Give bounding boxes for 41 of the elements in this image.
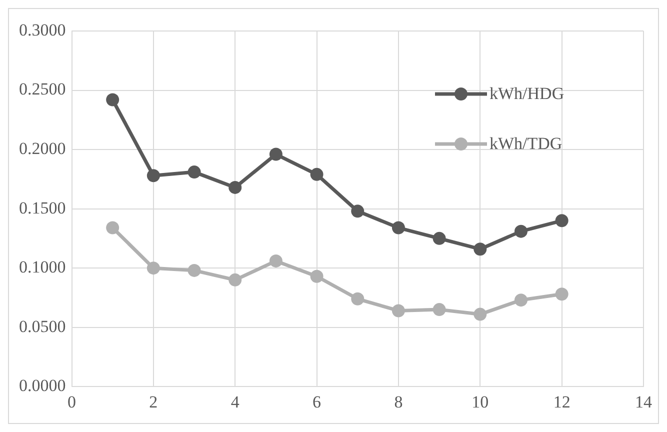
point — [188, 264, 201, 277]
point — [474, 308, 487, 321]
point — [310, 270, 324, 283]
point — [555, 214, 568, 228]
point — [555, 288, 568, 301]
x-tick-label: 2 — [149, 392, 158, 412]
point — [514, 224, 528, 238]
point — [269, 148, 282, 161]
point — [432, 232, 446, 245]
x-tick-label: 0 — [68, 392, 76, 412]
y-tick-label: 0.0500 — [19, 316, 66, 336]
point — [146, 262, 160, 275]
legend-label: kWh/HDG — [490, 84, 564, 104]
point — [106, 93, 120, 106]
point — [106, 221, 120, 234]
y-tick-label: 0.1500 — [19, 198, 66, 218]
legend-label: kWh/TDG — [490, 134, 562, 154]
point — [351, 204, 364, 218]
point — [432, 303, 446, 316]
x-tick-label: 14 — [635, 392, 652, 412]
x-tick-label: 6 — [312, 392, 322, 412]
x-tick-label: 12 — [553, 392, 570, 412]
point — [269, 254, 282, 268]
point — [392, 221, 405, 234]
point — [310, 168, 324, 181]
point — [146, 169, 160, 182]
y-tick-label: 0.0000 — [19, 376, 66, 396]
y-tick-label: 0.3000 — [19, 20, 66, 40]
y-tick-label: 0.2500 — [19, 80, 66, 99]
point — [392, 304, 405, 318]
point — [188, 166, 201, 179]
y-tick-label: 0.2000 — [19, 139, 66, 158]
x-tick-label: 4 — [230, 392, 240, 412]
y-tick-label: 0.1000 — [19, 258, 66, 277]
point — [228, 273, 242, 286]
point — [228, 180, 242, 194]
x-tick-label: 8 — [394, 392, 403, 412]
point — [514, 294, 528, 307]
point — [474, 242, 487, 256]
point — [351, 292, 364, 306]
x-tick-label: 10 — [472, 392, 489, 412]
